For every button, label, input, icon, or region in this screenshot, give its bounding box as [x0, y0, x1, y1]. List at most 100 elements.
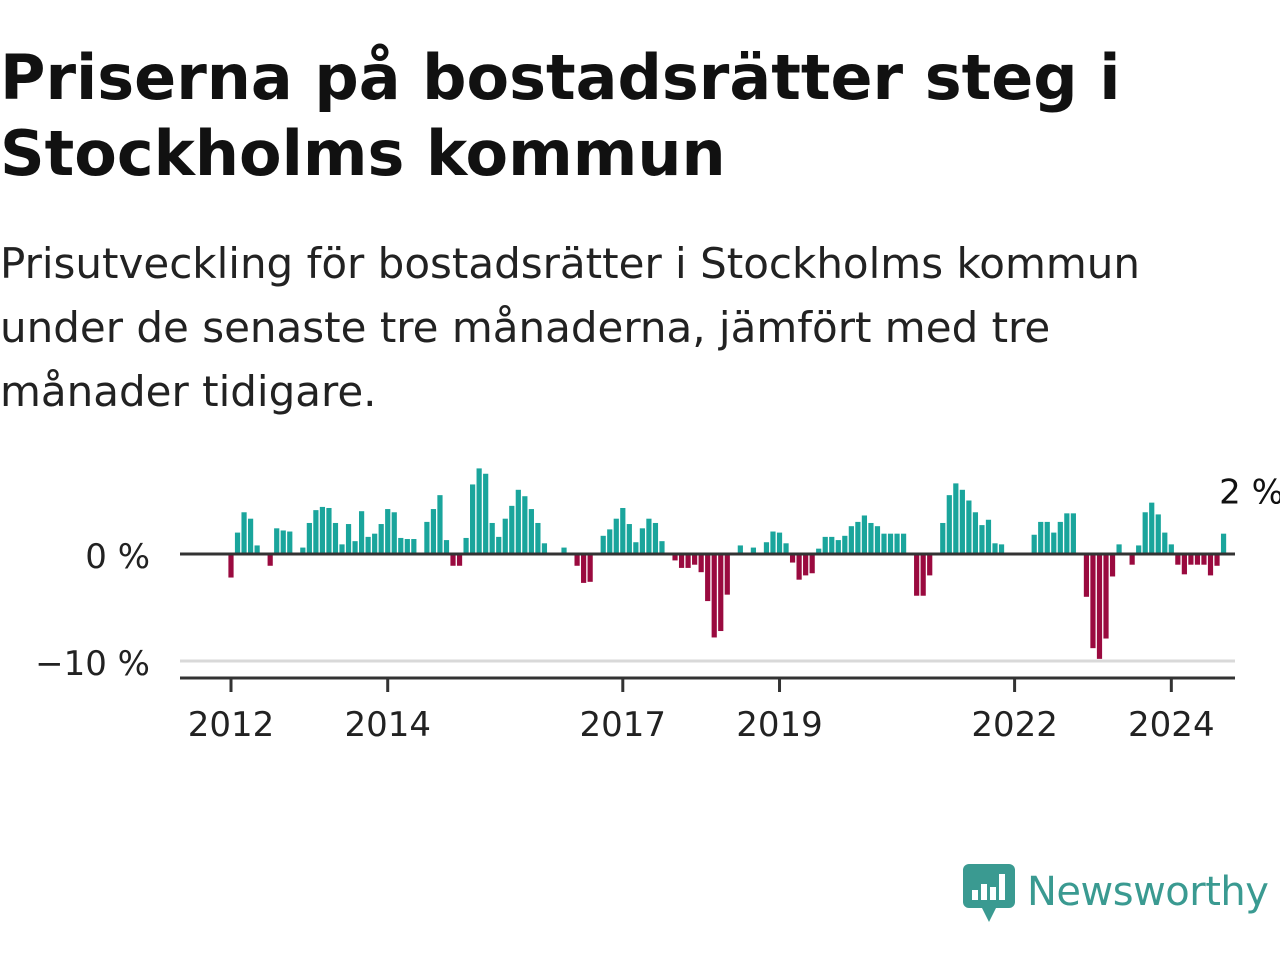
- bar: [470, 484, 476, 554]
- bar: [1083, 554, 1090, 597]
- bar: [724, 554, 730, 595]
- bar: [587, 554, 593, 582]
- bar: [365, 536, 371, 554]
- bar: [345, 524, 352, 554]
- bar: [1064, 513, 1070, 554]
- bar: [430, 509, 437, 554]
- bar: [789, 554, 796, 563]
- bar: [979, 525, 985, 554]
- bar: [646, 518, 652, 554]
- bar: [1168, 544, 1174, 554]
- bar: [881, 533, 887, 554]
- y-tick-label: −10 %: [35, 644, 150, 684]
- bar: [1116, 544, 1122, 554]
- x-tick-label: 2012: [188, 705, 275, 745]
- bar: [1070, 513, 1076, 554]
- x-tick-label: 2022: [971, 705, 1058, 745]
- bar: [940, 522, 946, 554]
- bar: [515, 489, 521, 554]
- bar: [1129, 554, 1135, 565]
- brand-name: Newsworthy: [1027, 869, 1269, 915]
- bar: [574, 554, 580, 566]
- bar: [372, 533, 378, 554]
- bar: [1057, 521, 1063, 554]
- bar-chart: 0 % −10 % 2012 2014 2017 2019 2022 2024 2 %: [35, 468, 1280, 745]
- bar: [848, 526, 854, 554]
- bar: [842, 535, 848, 554]
- bar: [228, 554, 234, 578]
- bar: [483, 473, 489, 554]
- bar: [822, 536, 828, 554]
- newsworthy-logo-icon: [963, 864, 1015, 922]
- bar: [1162, 532, 1168, 554]
- bar: [600, 535, 606, 554]
- bar: [378, 524, 384, 554]
- bar: [914, 554, 920, 596]
- bar: [959, 489, 965, 554]
- bar: [829, 536, 835, 554]
- bar: [835, 540, 841, 554]
- bar: [1181, 554, 1187, 575]
- x-tick-label: 2019: [736, 705, 823, 745]
- bar: [274, 528, 280, 554]
- bar: [489, 522, 495, 554]
- bar: [652, 522, 659, 554]
- bar: [861, 515, 868, 554]
- bar: [783, 543, 789, 554]
- bar: [985, 519, 992, 554]
- bar: [332, 522, 339, 554]
- bar: [1142, 512, 1148, 554]
- bar: [803, 554, 809, 576]
- bar: [1038, 521, 1044, 554]
- bar: [561, 547, 567, 554]
- bar: [319, 506, 326, 554]
- last-value-label: 2 %: [1219, 473, 1280, 513]
- bar: [920, 554, 926, 596]
- bar: [770, 531, 776, 554]
- bar: [894, 533, 900, 554]
- bar: [456, 554, 463, 566]
- bar: [927, 554, 933, 576]
- bar: [443, 540, 450, 554]
- bar: [737, 545, 743, 554]
- bar: [476, 468, 482, 554]
- chart-title: Priserna på bostadsrätter steg i Stockho…: [0, 41, 1121, 190]
- x-tick-label: 2017: [580, 705, 667, 745]
- brand-logo: Newsworthy: [963, 862, 1269, 922]
- bar: [359, 511, 365, 554]
- bar: [633, 542, 639, 554]
- bar: [946, 495, 952, 554]
- bar: [672, 554, 678, 561]
- bar: [1149, 502, 1155, 554]
- bar: [352, 541, 358, 554]
- bar: [398, 537, 404, 554]
- bar: [1155, 514, 1161, 554]
- chart-subtitle: Prisutveckling för bostadsrätter i Stock…: [0, 239, 1141, 416]
- bar: [1044, 521, 1050, 554]
- bar: [541, 543, 548, 554]
- bar: [1136, 545, 1142, 554]
- bar: [528, 509, 534, 554]
- bar: [385, 509, 391, 554]
- bar: [763, 542, 770, 554]
- bar: [1031, 534, 1037, 554]
- bar: [502, 518, 508, 554]
- bar: [992, 543, 998, 554]
- bar: [613, 518, 619, 554]
- bar: [581, 554, 587, 583]
- bar: [620, 507, 626, 554]
- bar: [953, 483, 959, 554]
- bar: [313, 510, 319, 554]
- bar: [796, 554, 802, 580]
- bar: [437, 495, 443, 554]
- bar: [267, 554, 273, 566]
- bar: [626, 524, 632, 554]
- bar: [306, 522, 312, 554]
- bar: [300, 547, 306, 554]
- bar: [287, 531, 293, 554]
- bar: [711, 554, 717, 638]
- bar: [855, 521, 861, 554]
- bar: [718, 554, 724, 632]
- bar: [776, 532, 783, 554]
- bar: [1109, 554, 1116, 577]
